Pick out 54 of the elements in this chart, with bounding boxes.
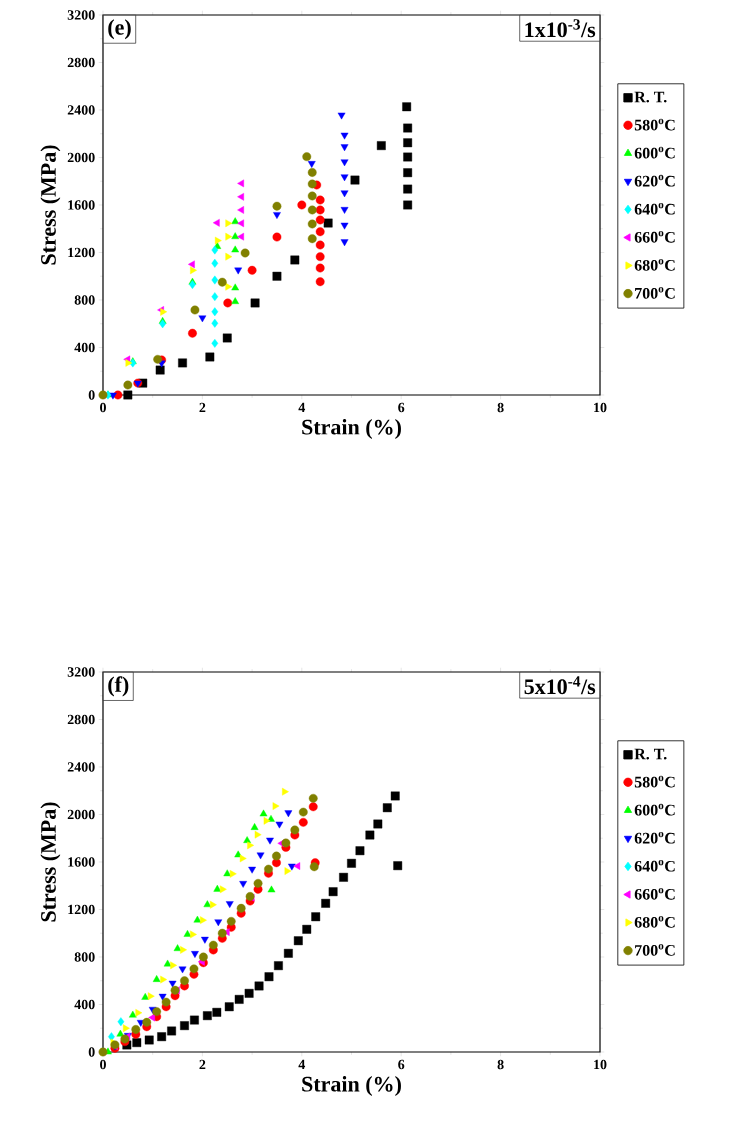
y-tick-label: 0	[88, 1047, 95, 1057]
x-tick-label: 10	[594, 1059, 607, 1070]
legend-label: 620$^{o}$C	[634, 831, 675, 844]
y-axis-title: Stress (MPa)	[40, 802, 61, 922]
x-tick-label: 4	[298, 1059, 306, 1070]
y-tick-label: 800	[74, 952, 95, 962]
legend-label: R. T.	[634, 91, 667, 103]
y-tick-label: 400	[74, 342, 95, 353]
x-tick-label: 8	[497, 402, 504, 413]
y-tick-label: 2400	[67, 105, 95, 115]
y-tick-label: 2400	[67, 762, 95, 772]
legend-label: 620$^{o}$C	[634, 174, 675, 187]
legend-label: 680$^{o}$C	[634, 916, 675, 928]
x-tick-label: 0	[100, 402, 106, 413]
x-axis-title: Strain (%)	[302, 1076, 401, 1097]
legend-label: 680$^{o}$C	[634, 259, 675, 271]
y-tick-label: 2800	[67, 57, 95, 68]
y-tick-label: 1600	[68, 200, 95, 210]
y-axis-title: Stress (MPa)	[40, 145, 61, 265]
x-tick-label: 0	[100, 1059, 106, 1070]
x-tick-label: 2	[199, 402, 206, 413]
y-tick-label: 800	[74, 295, 95, 305]
x-tick-label: 10	[594, 402, 607, 413]
y-tick-label: 3200	[67, 10, 95, 20]
y-tick-label: 2000	[67, 152, 95, 163]
x-tick-label: 8	[497, 1059, 504, 1070]
legend-label: 600$^{o}$C	[634, 803, 675, 816]
y-tick-label: 1600	[68, 857, 95, 867]
y-tick-label: 1200	[68, 247, 95, 258]
x-axis-title: Strain (%)	[302, 419, 401, 440]
x-tick-label: 6	[398, 1059, 405, 1070]
y-tick-label: 2000	[67, 809, 95, 820]
annotation: 5x10$^{-4}$/s	[524, 676, 596, 695]
annotation: 1x10$^{-3}$/s	[525, 19, 596, 38]
legend-label: 580$^{o}$C	[634, 775, 675, 788]
legend-label: 700$^{o}$C	[635, 944, 675, 956]
annotation: (f)	[108, 676, 129, 697]
legend-label: 580$^{o}$C	[634, 118, 675, 131]
x-tick-label: 6	[398, 402, 405, 413]
legend-label: 660$^{o}$C	[634, 230, 675, 243]
y-tick-label: 0	[88, 390, 95, 400]
legend-label: 700$^{o}$C	[635, 287, 675, 299]
legend-label: R. T.	[634, 748, 667, 760]
legend-label: 600$^{o}$C	[634, 146, 675, 159]
legend-label: 640$^{o}$C	[634, 859, 675, 872]
y-tick-label: 1200	[68, 904, 95, 915]
x-tick-label: 2	[199, 1059, 206, 1070]
x-tick-label: 4	[298, 402, 306, 413]
y-tick-label: 3200	[67, 667, 95, 677]
legend-label: 660$^{o}$C	[634, 887, 675, 900]
y-tick-label: 400	[74, 999, 95, 1010]
annotation: (e)	[108, 19, 131, 40]
y-tick-label: 2800	[67, 714, 95, 725]
legend-label: 640$^{o}$C	[634, 202, 675, 215]
